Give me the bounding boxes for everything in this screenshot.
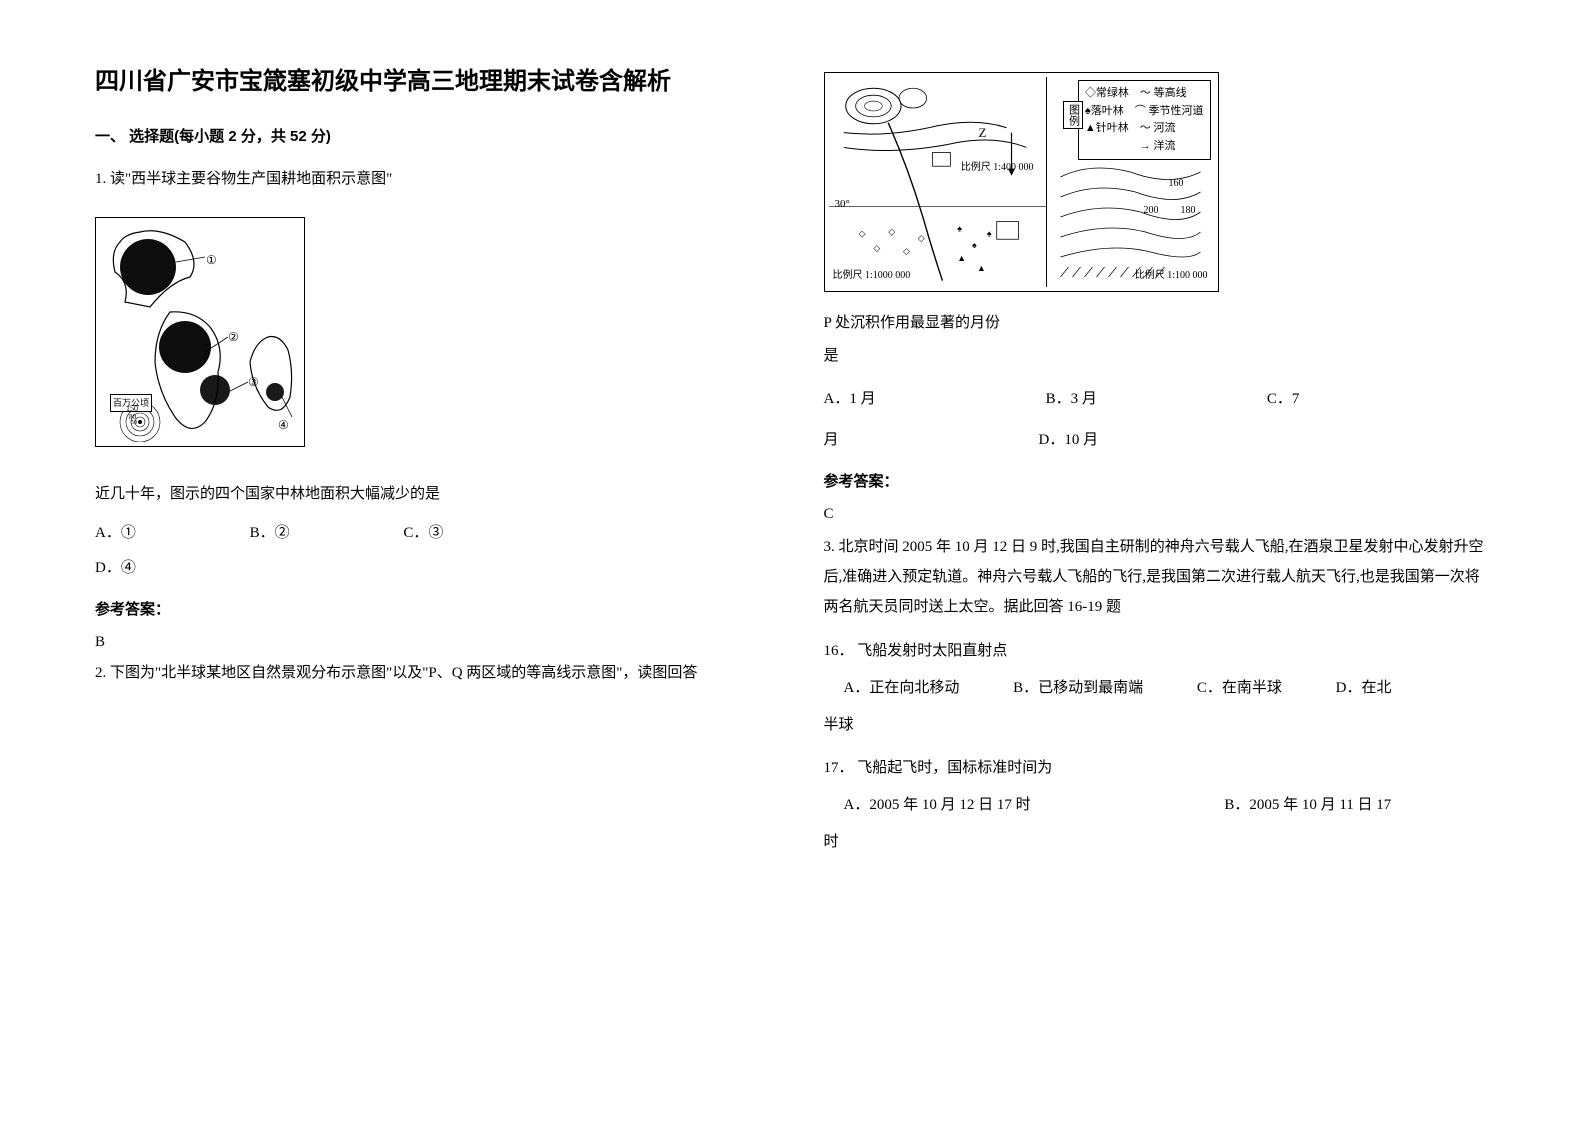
q2-p-question: P 处沉积作用最显著的月份	[824, 310, 1493, 337]
q2-text: 下图为"北半球某地区自然景观分布示意图"以及"P、Q 两区域的等高线示意图"，读…	[110, 665, 697, 681]
q2-answer-header: 参考答案：	[824, 468, 1493, 495]
q1-subtext: 近几十年，图示的四个国家中林地面积大幅减少的是	[95, 481, 764, 508]
q16-option-d: D．在北	[1336, 675, 1392, 702]
q1-number: 1.	[95, 171, 106, 187]
legend-2a: ♠落叶林	[1085, 105, 1124, 117]
q2-option-b: B．3 月	[1046, 386, 1097, 413]
legend-row-4: ▲针叶林 → 洋流	[1085, 138, 1204, 156]
svg-text:◇: ◇	[873, 243, 880, 253]
q16-num: 16．	[824, 643, 854, 659]
legend-2b: ⌒ 季节性河道	[1135, 105, 1204, 117]
legend-1b: ～ 等高线	[1140, 87, 1187, 99]
q2-option-c-tail: 月	[824, 427, 839, 454]
right-column: ◇ ◇ ◇ ◇ ◇ ♠ ♠ ♠ ▲ ▲ 比例尺 1:1000 000 比例尺 1:400 0…	[824, 60, 1493, 856]
legend-title: 图例	[1063, 101, 1083, 129]
page-container: 四川省广安市宝箴塞初级中学高三地理期末试卷含解析 一、 选择题(每小题 2 分，…	[95, 60, 1492, 856]
q16-tail: 半球	[824, 712, 1493, 739]
contour-200: 200	[1144, 202, 1159, 220]
q16-option-a: A．正在向北移动	[844, 675, 960, 702]
document-title: 四川省广安市宝箴塞初级中学高三地理期末试卷含解析	[95, 60, 764, 103]
q1-options: A．① B．② C．③ D．④	[95, 520, 764, 582]
svg-text:♠: ♠	[957, 223, 962, 233]
ring-50: 50	[131, 418, 137, 429]
q17-option-b: B．2005 年 10 月 11 日 17	[1224, 792, 1391, 819]
q17-num: 17．	[824, 760, 854, 776]
legend-3a: ▲针叶林	[1085, 122, 1129, 134]
svg-text:◇: ◇	[902, 246, 909, 256]
q16-option-c: C．在南半球	[1197, 675, 1282, 702]
scale-1: 比例尺 1:400 000	[961, 159, 1034, 177]
q2-yes: 是	[824, 343, 1493, 370]
q17-tail: 时	[824, 829, 1493, 856]
contour-160: 160	[1169, 175, 1184, 193]
marker-2: ②	[228, 327, 239, 349]
svg-text:▲: ▲	[957, 253, 966, 263]
legend-1a: ◇常绿林	[1085, 87, 1129, 99]
svg-text:◇: ◇	[917, 233, 924, 243]
q1-text: 读"西半球主要谷物生产国耕地面积示意图"	[110, 171, 392, 187]
q1-option-c: C．③	[403, 520, 443, 547]
q2-option-c: C．7	[1267, 386, 1300, 413]
svg-text:♠: ♠	[972, 240, 977, 250]
legend-row-3: ▲针叶林 ～ 河流	[1085, 120, 1204, 138]
lat-30: 30°	[835, 195, 850, 215]
svg-text:◇: ◇	[888, 226, 895, 236]
q16-option-b: B．已移动到最南端	[1013, 675, 1143, 702]
q2-number: 2.	[95, 665, 106, 681]
marker-4: ④	[278, 415, 289, 437]
q1-figure: ① ② ③ ④ 百万公顷 150 80 50	[95, 217, 305, 447]
q1-stem: 1. 读"西半球主要谷物生产国耕地面积示意图"	[95, 166, 764, 193]
q2-options: A．1 月 B．3 月 C．7	[824, 386, 1493, 413]
q1-answer: B	[95, 629, 764, 656]
q1-option-b: B．②	[250, 520, 290, 547]
svg-text:♠: ♠	[986, 228, 991, 238]
q17-text: 飞船起飞时，国标标准时间为	[857, 760, 1052, 776]
scale-3: 比例尺 1:100 000	[1135, 267, 1208, 285]
q17-stem: 17． 飞船起飞时，国标标准时间为	[824, 755, 1493, 782]
legend: 图例 ◇常绿林 ～ 等高线 ♠落叶林 ⌒ 季节性河道 ▲针叶林 ～ 河流	[1078, 80, 1211, 160]
q3-number: 3.	[824, 539, 835, 555]
left-column: 四川省广安市宝箴塞初级中学高三地理期末试卷含解析 一、 选择题(每小题 2 分，…	[95, 60, 764, 856]
q17-options: A．2005 年 10 月 12 日 17 时 B．2005 年 10 月 11…	[824, 792, 1493, 819]
q2-options-2: 月 D．10 月	[824, 427, 1493, 454]
q2-option-a: A．1 月	[824, 386, 876, 413]
q1-option-a: A．①	[95, 520, 136, 547]
marker-3: ③	[248, 372, 259, 394]
legend-3b: ～ 河流	[1140, 122, 1176, 134]
z-label: Z	[979, 121, 987, 144]
q16-options: A．正在向北移动 B．已移动到最南端 C．在南半球 D．在北	[824, 675, 1493, 702]
q16-stem: 16． 飞船发射时太阳直射点	[824, 638, 1493, 665]
section-header: 一、 选择题(每小题 2 分，共 52 分)	[95, 123, 764, 150]
legend-row-1: ◇常绿林 ～ 等高线	[1085, 85, 1204, 103]
q16-text: 飞船发射时太阳直射点	[857, 643, 1007, 659]
marker-1: ①	[206, 250, 217, 272]
q3-text: 北京时间 2005 年 10 月 12 日 9 时,我国自主研制的神舟六号载人飞…	[824, 539, 1484, 615]
contour-180: 180	[1181, 202, 1196, 220]
q2-stem: 2. 下图为"北半球某地区自然景观分布示意图"以及"P、Q 两区域的等高线示意图…	[95, 660, 764, 687]
svg-text:◇: ◇	[858, 228, 865, 238]
q1-option-d: D．④	[95, 555, 654, 582]
svg-text:▲: ▲	[976, 263, 985, 273]
q1-answer-header: 参考答案：	[95, 596, 764, 623]
q2-figure: ◇ ◇ ◇ ◇ ◇ ♠ ♠ ♠ ▲ ▲ 比例尺 1:1000 000 比例尺 1:400 0…	[824, 72, 1219, 292]
q3-paragraph: 3. 北京时间 2005 年 10 月 12 日 9 时,我国自主研制的神舟六号…	[824, 532, 1493, 622]
q2-option-d: D．10 月	[1039, 427, 1099, 454]
q17-option-a: A．2005 年 10 月 12 日 17 时	[844, 792, 1031, 819]
legend-4b: → 洋流	[1140, 140, 1176, 152]
q2-answer: C	[824, 501, 1493, 528]
scale-2: 比例尺 1:1000 000	[833, 267, 911, 285]
legend-row-2: ♠落叶林 ⌒ 季节性河道	[1085, 103, 1204, 121]
